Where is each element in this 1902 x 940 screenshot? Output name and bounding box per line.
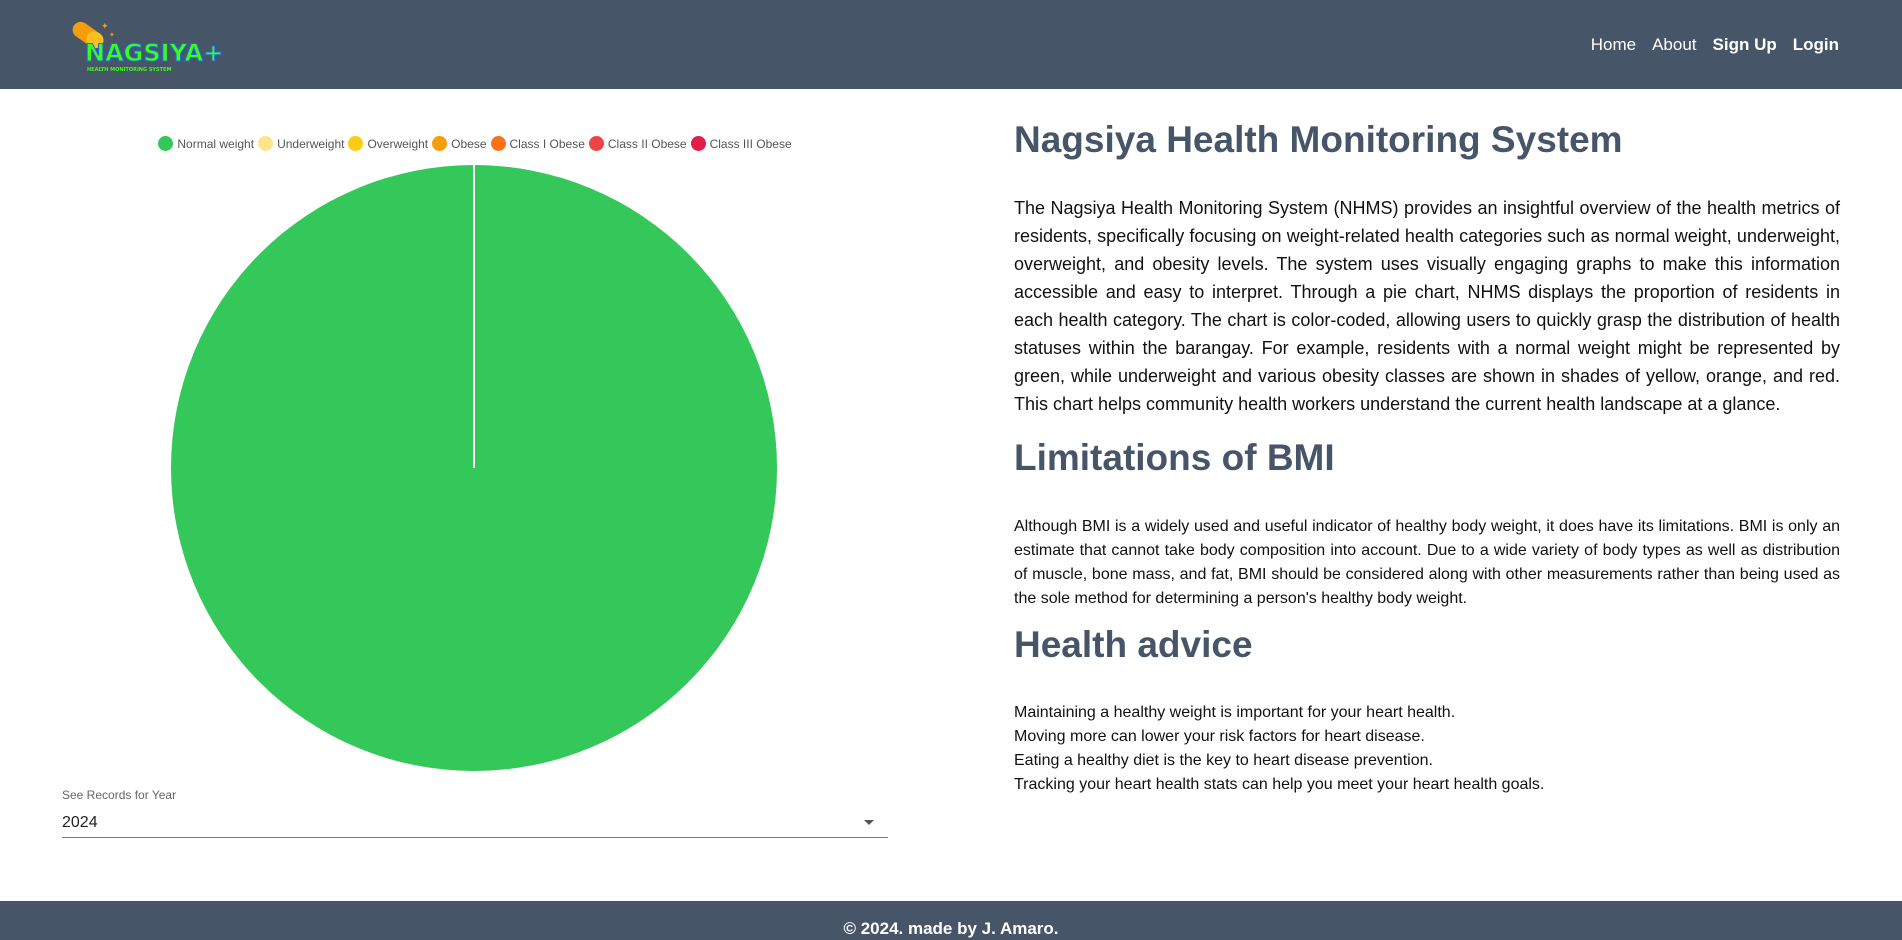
legend-label: Class I Obese [509, 136, 585, 151]
legend-item-normal-weight[interactable]: Normal weight [158, 136, 254, 151]
legend-item-class-iii-obese[interactable]: Class III Obese [690, 136, 792, 151]
limitations-heading: Limitations of BMI [1014, 437, 1335, 479]
nav-home-link[interactable]: Home [1590, 34, 1637, 54]
legend-item-class-ii-obese[interactable]: Class II Obese [588, 136, 687, 151]
info-section: Nagsiya Health Monitoring System The Nag… [1014, 89, 1840, 797]
legend-swatch [588, 136, 604, 151]
legend-swatch [158, 136, 174, 151]
main-content: Normal weight Underweight Overweight Obe… [0, 89, 1902, 901]
navbar: ✦ ✦ NAGSIYA+ HEALTH MONITORING SYSTEM Ho… [0, 0, 1902, 89]
footer: © 2024. made by J. Amaro. [0, 901, 1902, 940]
svg-text:NAGSIYA+: NAGSIYA+ [85, 39, 223, 67]
legend-item-obese[interactable]: Obese [432, 136, 487, 151]
legend-label: Class III Obese [709, 136, 792, 151]
advice-heading: Health advice [1014, 623, 1253, 665]
legend-label: Obese [451, 136, 487, 151]
caret-down-icon[interactable] [864, 820, 874, 825]
legend-swatch [490, 136, 506, 151]
nav-signup-link[interactable]: Sign Up [1712, 34, 1777, 54]
legend-item-underweight[interactable]: Underweight [258, 136, 344, 151]
pie-chart [170, 164, 778, 772]
advice-line: Moving more can lower your risk factors … [1014, 728, 1425, 746]
chart-legend: Normal weight Underweight Overweight Obe… [62, 136, 888, 151]
svg-text:HEALTH MONITORING SYSTEM: HEALTH MONITORING SYSTEM [87, 67, 171, 73]
year-select-value: 2024 [62, 813, 98, 831]
advice-line: Eating a healthy diet is the key to hear… [1014, 752, 1433, 770]
nav-about-link[interactable]: About [1652, 34, 1697, 54]
legend-label: Class II Obese [607, 136, 687, 151]
year-select-field[interactable]: 2024 [62, 808, 888, 838]
pill-logo-icon: ✦ ✦ NAGSIYA+ HEALTH MONITORING SYSTEM [72, 21, 223, 73]
logo[interactable]: ✦ ✦ NAGSIYA+ HEALTH MONITORING SYSTEM [63, 15, 223, 75]
legend-swatch [258, 136, 274, 151]
legend-item-overweight[interactable]: Overweight [348, 136, 428, 151]
legend-label: Normal weight [177, 136, 255, 151]
legend-swatch [348, 136, 364, 151]
advice-line: Tracking your heart health stats can hel… [1014, 776, 1545, 794]
svg-text:✦: ✦ [101, 22, 109, 32]
nav-links: Home About Sign Up Login [1591, 35, 1839, 55]
svg-text:✦: ✦ [109, 31, 115, 39]
legend-swatch [690, 136, 706, 151]
footer-text: © 2024. made by J. Amaro. [843, 919, 1059, 938]
year-select-label: See Records for Year [62, 788, 177, 802]
nav-login-link[interactable]: Login [1792, 34, 1839, 54]
page-title: Nagsiya Health Monitoring System [1014, 119, 1623, 160]
pie-chart-svg [171, 165, 777, 771]
advice-list: Maintaining a healthy weight is importan… [1014, 701, 1840, 797]
year-select[interactable]: See Records for Year 2024 [62, 788, 888, 838]
limitations-paragraph: Although BMI is a widely used and useful… [1014, 517, 1840, 607]
intro-paragraph: The Nagsiya Health Monitoring System (NH… [1014, 198, 1840, 415]
legend-swatch [432, 136, 448, 151]
legend-label: Overweight [367, 136, 429, 151]
chart-section: Normal weight Underweight Overweight Obe… [62, 89, 888, 901]
legend-label: Underweight [277, 136, 345, 151]
advice-line: Maintaining a healthy weight is importan… [1014, 704, 1456, 722]
legend-item-class-i-obese[interactable]: Class I Obese [490, 136, 585, 151]
